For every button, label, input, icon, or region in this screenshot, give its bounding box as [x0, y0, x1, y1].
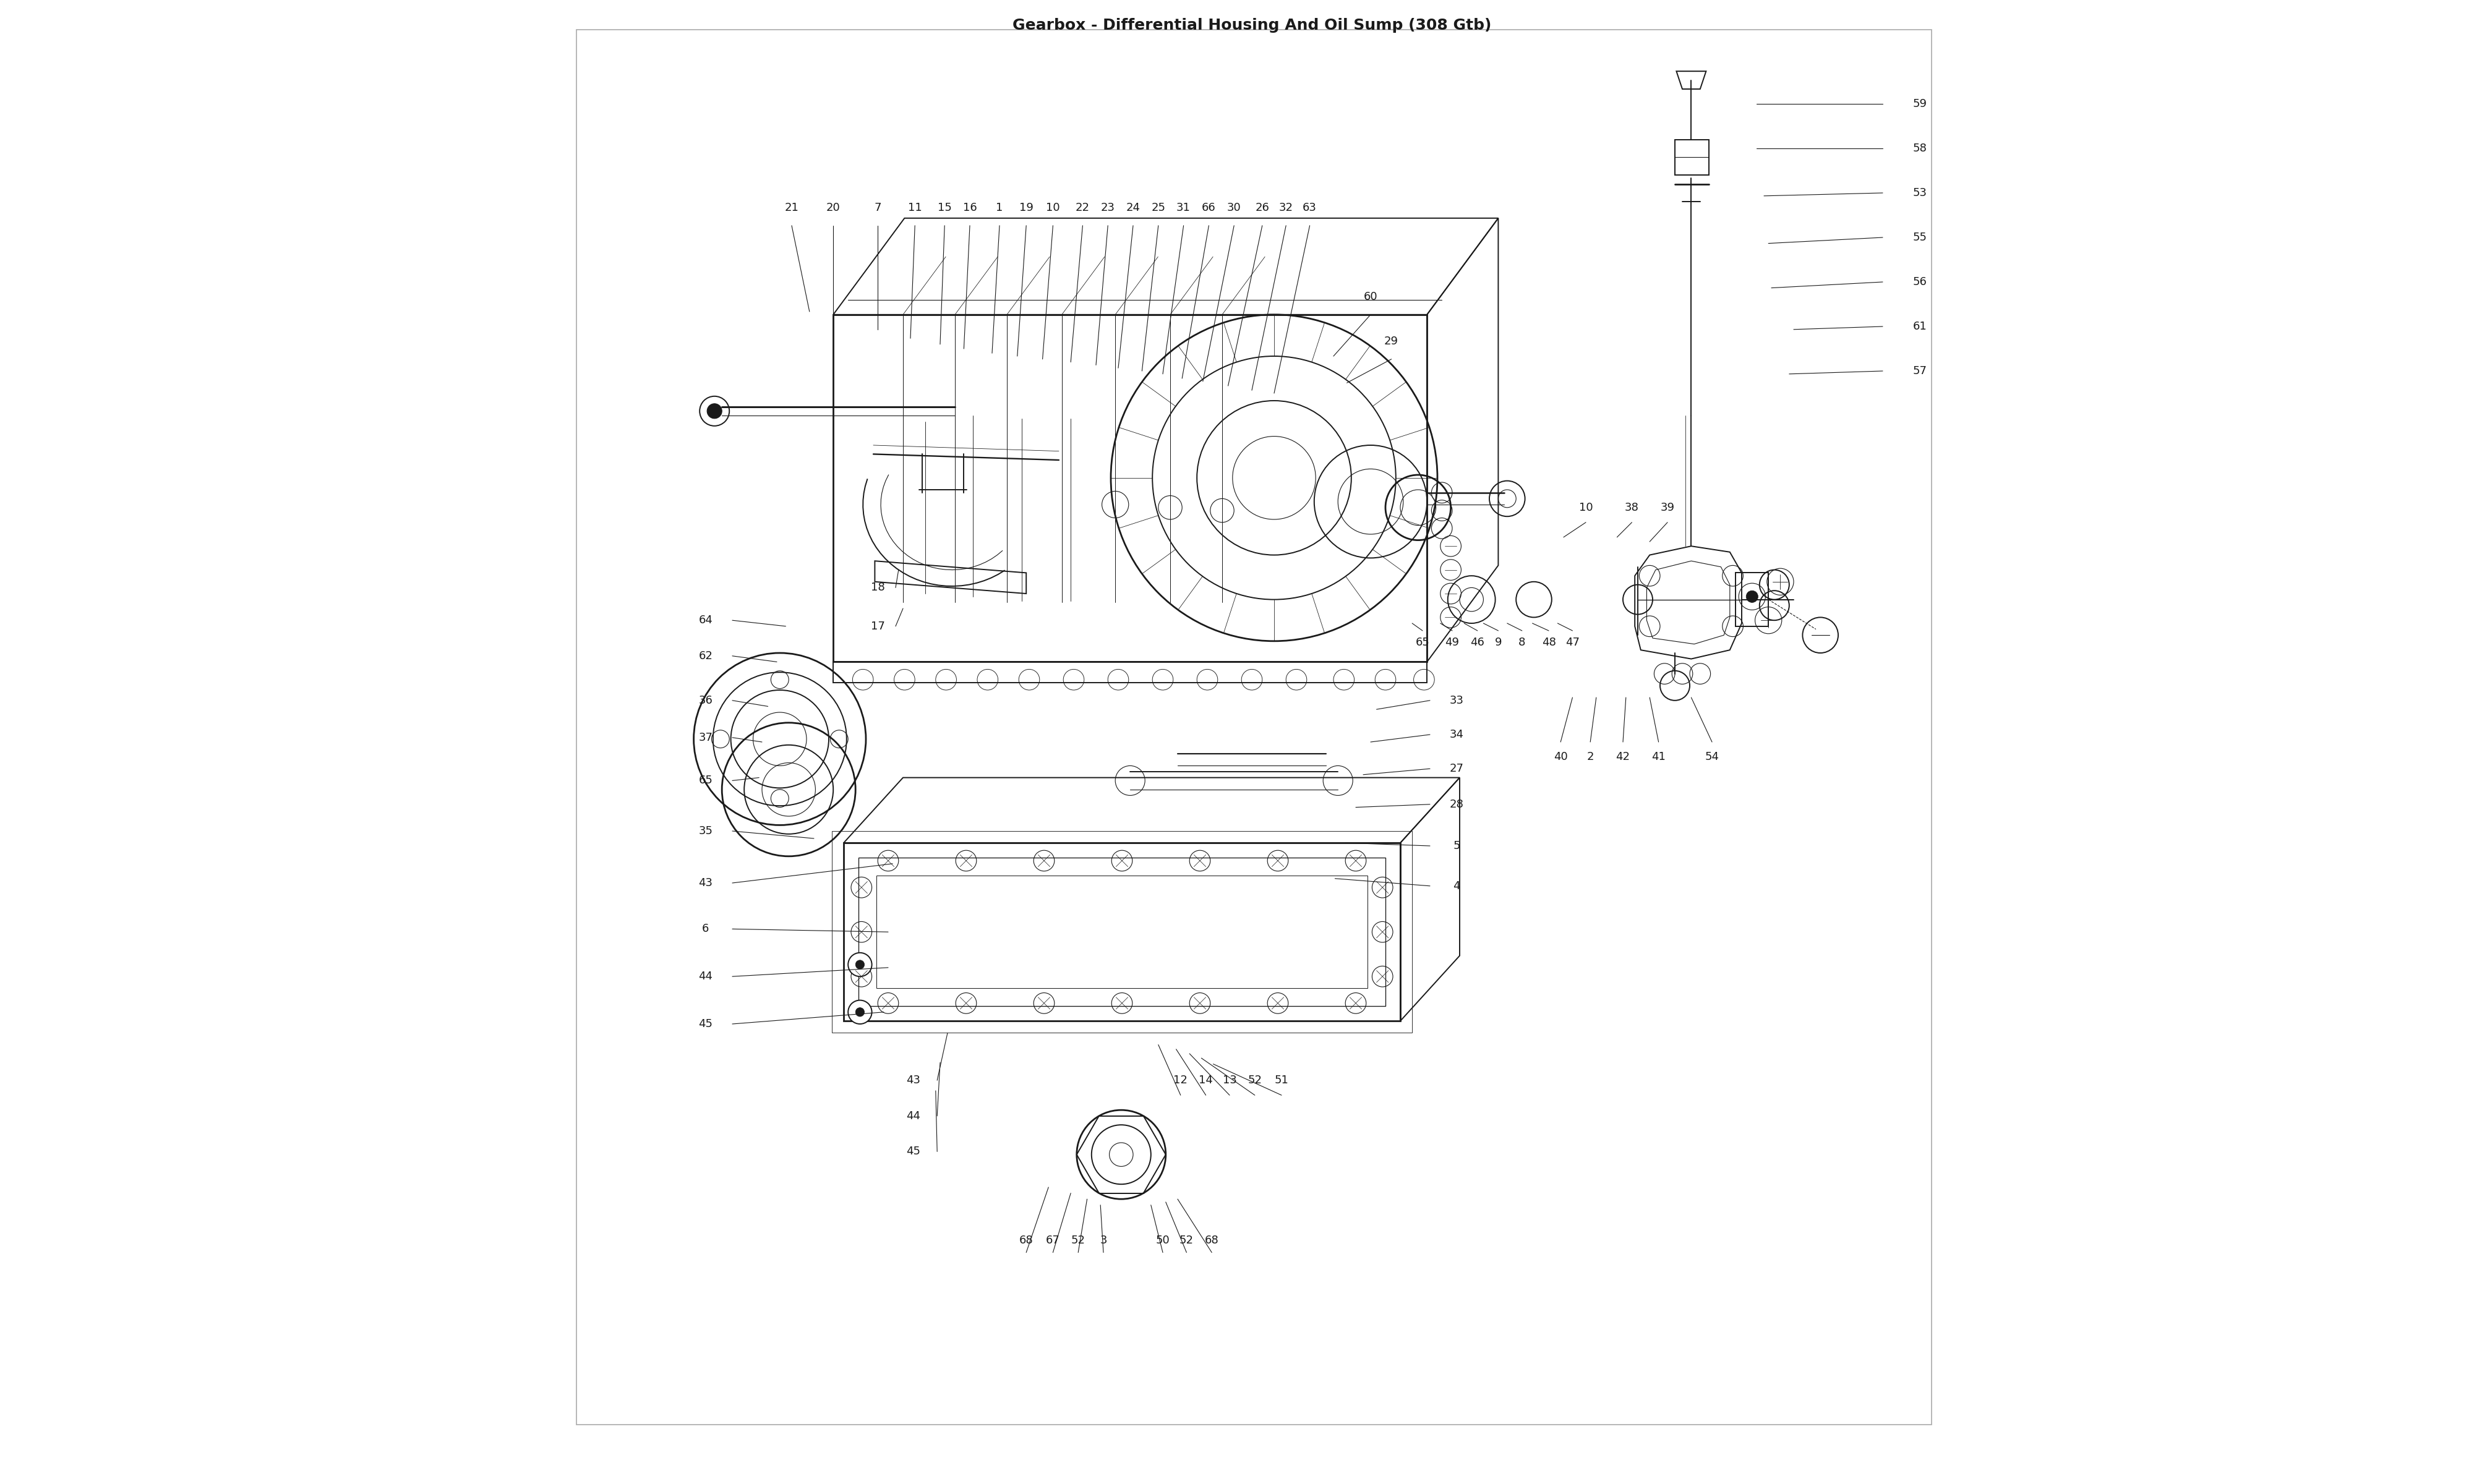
Text: 48: 48: [1541, 637, 1556, 649]
Text: 11: 11: [908, 202, 923, 214]
Circle shape: [849, 1000, 871, 1024]
Text: 7: 7: [873, 202, 881, 214]
Text: 36: 36: [698, 695, 713, 706]
Text: 65: 65: [698, 775, 713, 787]
Text: 5: 5: [1452, 840, 1460, 852]
Text: 33: 33: [1450, 695, 1465, 706]
Text: 46: 46: [1470, 637, 1484, 649]
Text: Gearbox - Differential Housing And Oil Sump (308 Gtb): Gearbox - Differential Housing And Oil S…: [1012, 18, 1492, 33]
Circle shape: [856, 1008, 863, 1017]
Text: 12: 12: [1173, 1074, 1188, 1086]
Text: 45: 45: [905, 1146, 920, 1158]
Text: 49: 49: [1445, 637, 1460, 649]
Text: 68: 68: [1019, 1235, 1034, 1247]
Text: 30: 30: [1227, 202, 1242, 214]
Text: 4: 4: [1452, 880, 1460, 892]
Text: 25: 25: [1150, 202, 1165, 214]
Text: 42: 42: [1616, 751, 1630, 763]
Text: 2: 2: [1586, 751, 1593, 763]
Text: 44: 44: [905, 1110, 920, 1122]
Text: 15: 15: [938, 202, 952, 214]
Text: 40: 40: [1554, 751, 1569, 763]
Text: 37: 37: [698, 732, 713, 743]
Text: 26: 26: [1254, 202, 1269, 214]
Text: 44: 44: [698, 971, 713, 982]
Text: 9: 9: [1494, 637, 1502, 649]
Text: 23: 23: [1101, 202, 1116, 214]
Text: 63: 63: [1304, 202, 1316, 214]
Text: 8: 8: [1519, 637, 1526, 649]
Text: 54: 54: [1705, 751, 1719, 763]
Text: 32: 32: [1279, 202, 1294, 214]
Text: 53: 53: [1912, 187, 1927, 199]
Text: 14: 14: [1200, 1074, 1212, 1086]
Text: 6: 6: [703, 923, 710, 935]
Text: 38: 38: [1625, 502, 1638, 513]
Text: 10: 10: [1578, 502, 1593, 513]
Text: 21: 21: [784, 202, 799, 214]
Text: 68: 68: [1205, 1235, 1220, 1247]
Text: 66: 66: [1202, 202, 1215, 214]
Circle shape: [700, 396, 730, 426]
Text: 51: 51: [1274, 1074, 1289, 1086]
Text: 22: 22: [1076, 202, 1089, 214]
Text: 50: 50: [1155, 1235, 1170, 1247]
Text: 62: 62: [698, 650, 713, 662]
Text: 60: 60: [1363, 291, 1378, 303]
Text: 16: 16: [962, 202, 977, 214]
Text: 27: 27: [1450, 763, 1465, 775]
Text: 56: 56: [1912, 276, 1927, 288]
Text: 1: 1: [997, 202, 1002, 214]
Text: 47: 47: [1566, 637, 1578, 649]
Circle shape: [856, 960, 863, 969]
Text: 64: 64: [698, 614, 713, 626]
Text: 52: 52: [1071, 1235, 1086, 1247]
Text: 55: 55: [1912, 232, 1927, 243]
Text: 43: 43: [905, 1074, 920, 1086]
Text: 35: 35: [698, 825, 713, 837]
Text: 65: 65: [1415, 637, 1430, 649]
Text: 29: 29: [1385, 335, 1398, 347]
Text: 59: 59: [1912, 98, 1927, 110]
Text: 20: 20: [826, 202, 841, 214]
Text: 18: 18: [871, 582, 886, 594]
Text: 45: 45: [698, 1018, 713, 1030]
Text: 3: 3: [1101, 1235, 1106, 1247]
Text: 28: 28: [1450, 798, 1465, 810]
Text: 17: 17: [871, 620, 886, 632]
Text: 24: 24: [1126, 202, 1141, 214]
Text: 58: 58: [1912, 142, 1927, 154]
Circle shape: [849, 953, 871, 976]
Text: 19: 19: [1019, 202, 1034, 214]
Text: 52: 52: [1247, 1074, 1262, 1086]
Text: 61: 61: [1912, 321, 1927, 332]
Text: 57: 57: [1912, 365, 1927, 377]
Text: 10: 10: [1047, 202, 1059, 214]
Text: 13: 13: [1222, 1074, 1237, 1086]
Circle shape: [708, 404, 722, 418]
Text: 31: 31: [1178, 202, 1190, 214]
Text: 67: 67: [1047, 1235, 1059, 1247]
Text: 52: 52: [1180, 1235, 1192, 1247]
Text: 43: 43: [698, 877, 713, 889]
Circle shape: [1747, 591, 1759, 603]
Text: 41: 41: [1653, 751, 1665, 763]
Text: 34: 34: [1450, 729, 1465, 741]
Text: 39: 39: [1660, 502, 1675, 513]
